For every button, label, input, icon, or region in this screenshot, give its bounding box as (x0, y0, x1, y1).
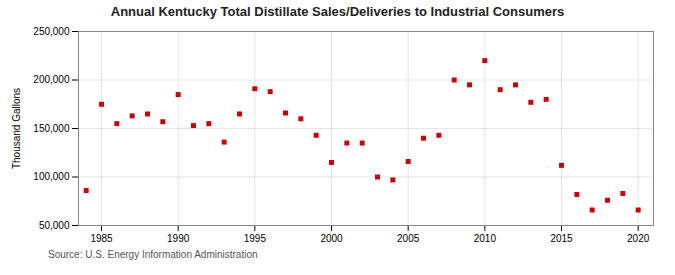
svg-text:2000: 2000 (320, 233, 343, 244)
svg-text:1985: 1985 (90, 233, 113, 244)
html-text:Annual Kentucky Total Distilla: Annual Kentucky Total Distillate Sales/D… (110, 4, 565, 19)
svg-text:100,000: 100,000 (33, 171, 70, 182)
svg-text:150,000: 150,000 (33, 123, 70, 134)
html-text:Source: U.S. Energy Informatio: Source: U.S. Energy Information Administ… (48, 249, 258, 260)
svg-text:50,000: 50,000 (39, 220, 70, 231)
svg-text:250,000: 250,000 (33, 26, 70, 37)
svg-text:200,000: 200,000 (33, 74, 70, 85)
svg-text:2020: 2020 (627, 233, 650, 244)
svg-text:2015: 2015 (550, 233, 573, 244)
svg-text:1990: 1990 (167, 233, 190, 244)
svg-text:Thousand Gallons: Thousand Gallons (11, 88, 22, 169)
svg-text:1995: 1995 (244, 233, 267, 244)
svg-text:2010: 2010 (474, 233, 497, 244)
svg-text:2005: 2005 (397, 233, 420, 244)
